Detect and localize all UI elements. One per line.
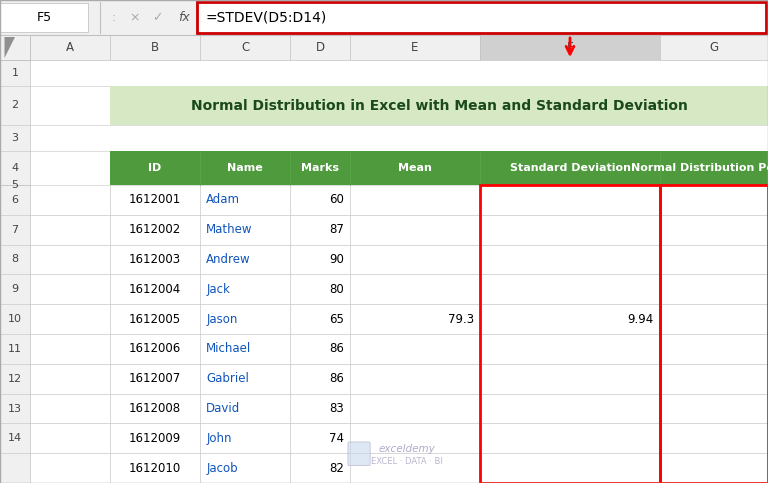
Bar: [0, 35, 30, 60]
Bar: [0, 151, 30, 185]
Text: 90: 90: [329, 253, 344, 266]
Text: 1612009: 1612009: [129, 432, 181, 445]
Text: 65: 65: [329, 313, 344, 326]
Text: fx: fx: [178, 11, 190, 24]
Bar: [0, 35, 768, 60]
Text: A: A: [66, 41, 74, 54]
Bar: [480, 35, 660, 60]
Text: D: D: [316, 41, 325, 54]
Text: 1612001: 1612001: [129, 193, 181, 206]
Bar: [480, 185, 660, 483]
Polygon shape: [5, 37, 15, 58]
Text: 86: 86: [329, 342, 344, 355]
Bar: [0, 364, 30, 394]
Bar: [0, 3, 88, 32]
Text: 12: 12: [8, 374, 22, 384]
Bar: [0, 60, 30, 483]
Text: F5: F5: [37, 11, 51, 24]
Text: 8: 8: [12, 255, 18, 265]
Text: 87: 87: [329, 223, 344, 236]
Text: exceldemy: exceldemy: [379, 444, 435, 454]
Bar: [0, 394, 30, 424]
Text: EXCEL · DATA · BI: EXCEL · DATA · BI: [371, 457, 443, 466]
Text: 86: 86: [329, 372, 344, 385]
Bar: [0, 60, 30, 86]
Text: 82: 82: [329, 462, 344, 475]
Text: 1612010: 1612010: [129, 462, 181, 475]
Text: 1612006: 1612006: [129, 342, 181, 355]
Bar: [0, 0, 768, 35]
Bar: [0, 274, 30, 304]
Bar: [0, 86, 30, 125]
Text: ID: ID: [148, 163, 161, 173]
Text: 1: 1: [12, 68, 18, 78]
Text: Mathew: Mathew: [206, 223, 253, 236]
Text: 9: 9: [12, 284, 18, 294]
Text: 1612008: 1612008: [129, 402, 181, 415]
Text: =STDEV(D5:D14): =STDEV(D5:D14): [205, 11, 326, 25]
FancyBboxPatch shape: [348, 442, 370, 466]
Text: Standard Deviation: Standard Deviation: [509, 163, 631, 173]
Bar: [110, 86, 768, 125]
Text: F: F: [567, 41, 574, 54]
Text: ✓: ✓: [152, 11, 163, 24]
Text: Adam: Adam: [206, 193, 240, 206]
Bar: [0, 244, 30, 274]
Text: Jack: Jack: [206, 283, 230, 296]
Text: 9.94: 9.94: [627, 313, 654, 326]
Text: 3: 3: [12, 133, 18, 143]
Text: Jacob: Jacob: [206, 462, 238, 475]
Text: 79.3: 79.3: [448, 313, 474, 326]
Text: 6: 6: [12, 195, 18, 205]
Text: :: :: [111, 11, 116, 24]
Text: 1612003: 1612003: [129, 253, 181, 266]
Text: 5: 5: [12, 180, 18, 190]
Text: Marks: Marks: [301, 163, 339, 173]
Text: 2: 2: [12, 100, 18, 111]
Text: Gabriel: Gabriel: [206, 372, 249, 385]
Bar: [197, 2, 766, 33]
Text: E: E: [412, 41, 419, 54]
Text: 7: 7: [12, 225, 18, 235]
Text: Normal Distribution Points: Normal Distribution Points: [631, 163, 768, 173]
Bar: [110, 151, 768, 185]
Text: B: B: [151, 41, 159, 54]
Text: 80: 80: [329, 283, 344, 296]
Text: 4: 4: [12, 163, 18, 173]
Text: David: David: [206, 402, 240, 415]
Text: 74: 74: [329, 432, 344, 445]
Text: Andrew: Andrew: [206, 253, 251, 266]
Text: 13: 13: [8, 403, 22, 413]
Text: 10: 10: [8, 314, 22, 324]
Text: 1612004: 1612004: [129, 283, 181, 296]
Text: Mean: Mean: [398, 163, 432, 173]
Text: 60: 60: [329, 193, 344, 206]
Text: C: C: [241, 41, 249, 54]
Text: 1612005: 1612005: [129, 313, 181, 326]
Text: G: G: [710, 41, 719, 54]
Text: 1612007: 1612007: [129, 372, 181, 385]
Text: Jason: Jason: [206, 313, 237, 326]
Text: John: John: [206, 432, 232, 445]
Bar: [0, 424, 30, 453]
Bar: [0, 125, 30, 151]
Text: Michael: Michael: [206, 342, 251, 355]
Bar: [0, 215, 30, 244]
Text: Name: Name: [227, 163, 263, 173]
Text: 1612002: 1612002: [129, 223, 181, 236]
Text: Normal Distribution in Excel with Mean and Standard Deviation: Normal Distribution in Excel with Mean a…: [190, 99, 687, 113]
Text: 14: 14: [8, 433, 22, 443]
Bar: [660, 185, 768, 483]
Text: 11: 11: [8, 344, 22, 354]
Bar: [0, 334, 30, 364]
Text: ×: ×: [129, 11, 140, 24]
Bar: [0, 304, 30, 334]
Bar: [0, 185, 30, 215]
Text: 83: 83: [329, 402, 344, 415]
